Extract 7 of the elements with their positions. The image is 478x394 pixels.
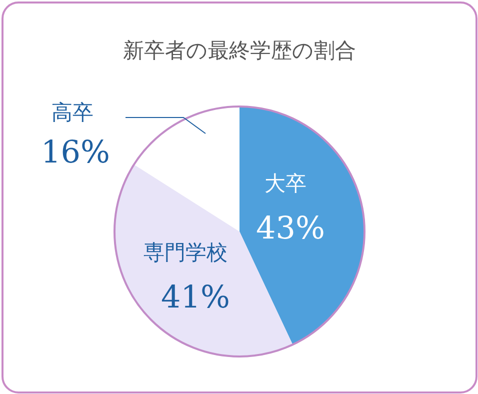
slice-label: 大卒 — [264, 172, 306, 196]
slice-label: 高卒 — [52, 100, 94, 124]
data-label: 16% — [41, 134, 110, 170]
chart-title: 新卒者の最終学歴の割合 — [123, 38, 356, 62]
data-label: 41% — [161, 280, 230, 316]
slice-label: 専門学校 — [144, 240, 228, 264]
data-label: 43% — [256, 210, 325, 246]
